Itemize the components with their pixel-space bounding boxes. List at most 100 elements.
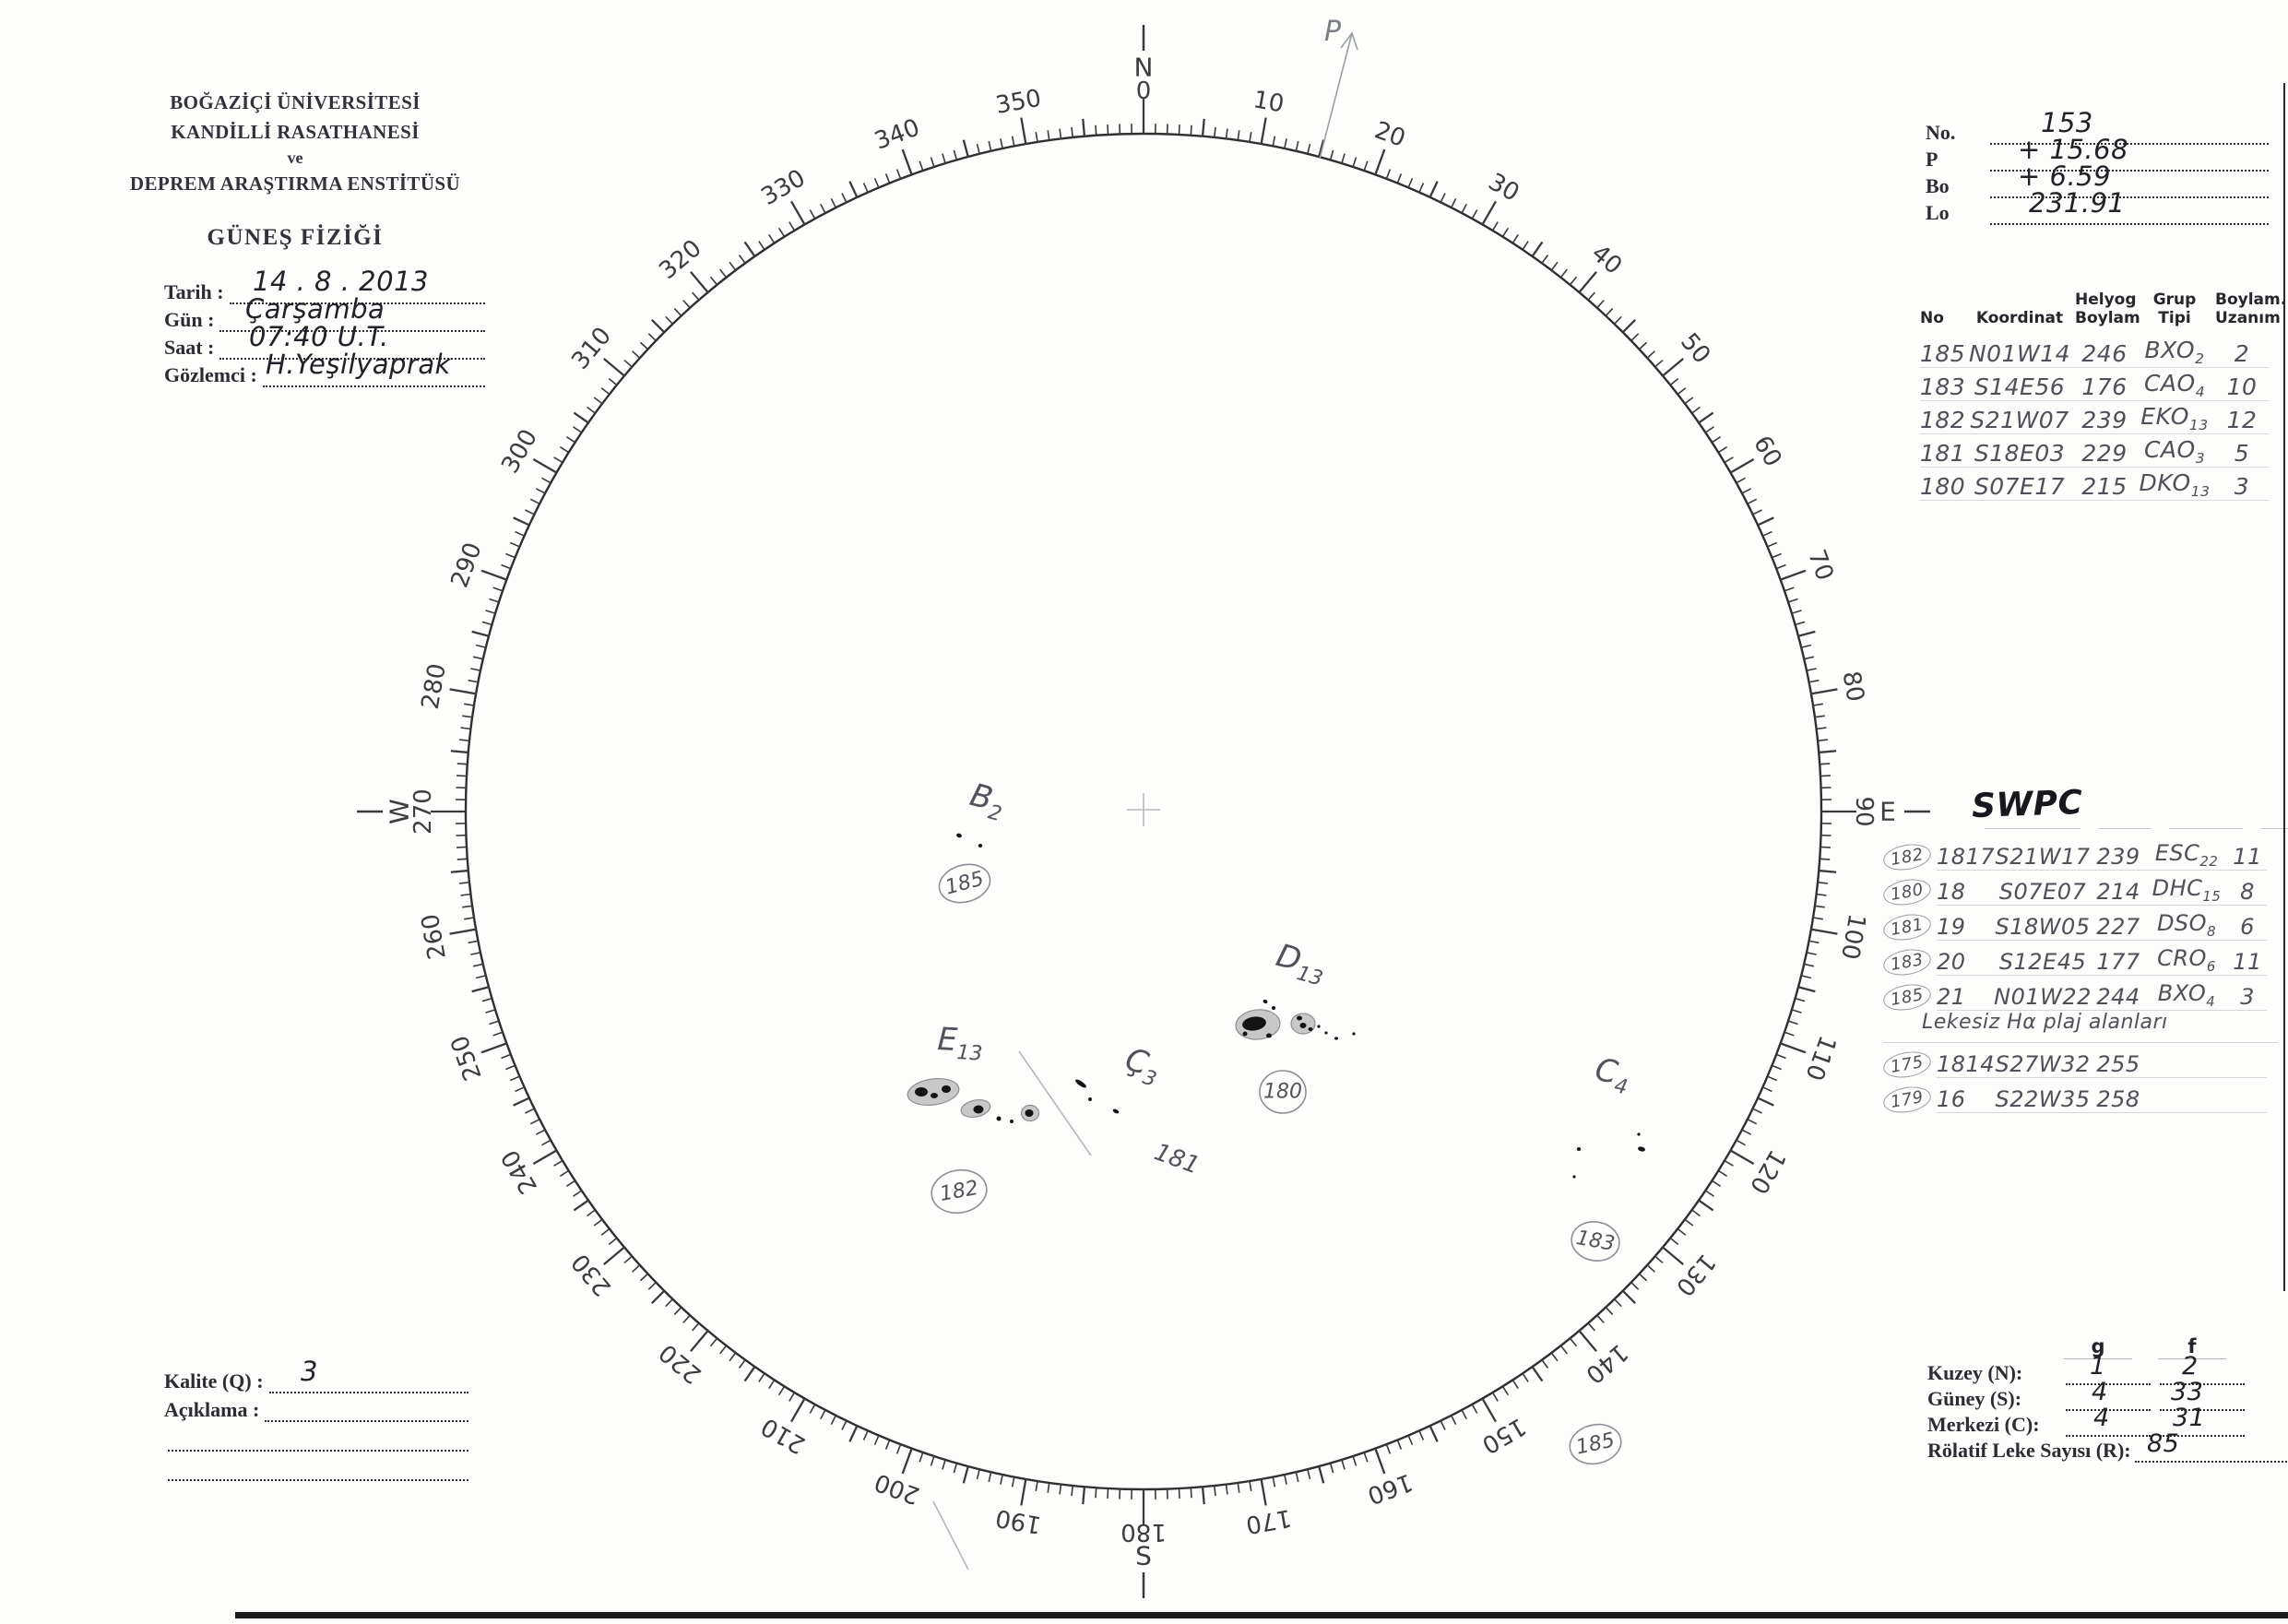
- cell-grup-tipi: BXO2: [2134, 337, 2215, 369]
- degree-label: 170: [1244, 1503, 1294, 1538]
- degree-label: 0: [1136, 77, 1152, 105]
- institution-line: DEPREM ARAŞTIRMA ENSTİTÜSÜ: [129, 172, 461, 196]
- degree-label: 60: [1748, 432, 1787, 472]
- field-value-lo: 231.91: [2029, 187, 2126, 219]
- count-s-g: 4: [2092, 1378, 2108, 1406]
- group-number-badge: 183: [1881, 945, 1933, 979]
- sunspot-group-183: C4 183: [1571, 1051, 1645, 1262]
- underline: [2099, 828, 2151, 829]
- cell-grup-tipi: [2145, 1077, 2228, 1078]
- f-column-header: f: [2158, 1335, 2226, 1359]
- swpc-note: Lekesiz Hα plaj alanları: [1883, 1011, 2278, 1043]
- group-class-label: Ç3: [1119, 1041, 1165, 1092]
- dotted-line: [2160, 1409, 2245, 1437]
- spacer: [1927, 1335, 2064, 1359]
- field-label: Saat :: [164, 336, 215, 359]
- swpc-row: 175 1814 S27W32 255: [1881, 1043, 2278, 1082]
- pencil-line: [1018, 1050, 1092, 1156]
- cell-koordinat: S18E03: [1964, 440, 2075, 468]
- field-value-no: 153: [2041, 107, 2093, 138]
- degree-label: 300: [496, 425, 543, 479]
- degree-label: 210: [757, 1412, 811, 1459]
- group-number-label: 181: [1151, 1138, 1203, 1179]
- count-r-value: 85: [2147, 1429, 2180, 1458]
- group-table-body: 185 N01W14 246 BXO2 2 183 S14E56 176 CAO4 10 182 S2…: [1920, 335, 2272, 502]
- cell-boylam: 176: [2075, 373, 2134, 402]
- field-tarih: Tarih : 14 . 8 . 2013: [164, 266, 485, 304]
- swpc-row: 182 1817 S21W17 239 ESC22 11: [1881, 836, 2278, 874]
- cell-no: 180: [1920, 473, 1966, 502]
- field-label: No.: [1926, 121, 1956, 144]
- column-header: Boylam. Uzanım: [2215, 290, 2287, 327]
- dotted-line: [1990, 143, 2269, 172]
- g-column-header: g: [2064, 1335, 2132, 1359]
- cell-koordinat: S27W32: [1994, 1051, 2092, 1078]
- form-title: GÜNEŞ FİZİĞİ: [207, 224, 384, 250]
- cell-uzanim: 11: [2228, 844, 2267, 871]
- p-angle-arrow: P: [1319, 16, 1358, 160]
- cell-grup-tipi: CRO6: [2145, 945, 2228, 976]
- degree-label: 180: [1120, 1518, 1167, 1546]
- degree-label: 220: [654, 1338, 706, 1389]
- field-label: P: [1926, 148, 1938, 171]
- degree-label: 200: [871, 1467, 923, 1509]
- badge-cell: 179: [1881, 1083, 1937, 1117]
- quality-block: Kalite (Q) : 3 Açıklama :: [164, 1356, 468, 1481]
- degree-label: 240: [496, 1145, 543, 1199]
- cell-boylam: 229: [2075, 440, 2134, 468]
- cell-koordinat: S18W05: [1994, 914, 2092, 941]
- cell-uzanim: 3: [2228, 984, 2267, 1011]
- field-value-kalite: 3: [301, 1356, 318, 1387]
- field-label: Gözlemci :: [164, 363, 257, 386]
- field-label: Lo: [1926, 201, 1950, 224]
- badge-cell: 181: [1881, 910, 1937, 944]
- underline: [1985, 828, 2081, 829]
- cell-grup-tipi: DSO8: [2145, 910, 2228, 941]
- swpc-row: 185 21 N01W22 244 BXO4 3: [1881, 976, 2278, 1014]
- dotted-line: [2066, 1357, 2151, 1385]
- degree-label: 30: [1484, 168, 1524, 207]
- group-class-label: B2: [965, 776, 1009, 826]
- cell-no: 185: [1920, 340, 1966, 369]
- dotted-line: [2160, 1383, 2245, 1411]
- cell-no: 183: [1920, 373, 1966, 402]
- cell-noaa: 21: [1937, 984, 1994, 1011]
- badge-cell: 175: [1881, 1048, 1937, 1082]
- count-label: Rölatif Leke Sayısı (R):: [1927, 1439, 2131, 1462]
- cell-uzanim: 11: [2228, 949, 2267, 976]
- field-aciklama: Açıklama :: [164, 1393, 468, 1422]
- dotted-line: [1990, 170, 2269, 198]
- cell-boylam: 177: [2092, 949, 2145, 976]
- badge-cell: 182: [1881, 840, 1937, 874]
- ephemeris-block: No. 153 P + 15.68 Bo + 6.59 Lo 231.91: [1926, 107, 2269, 225]
- group-number-badge: 180: [1881, 875, 1933, 909]
- cell-noaa: 18: [1937, 879, 1994, 906]
- swpc-title: SWPC: [1971, 783, 2084, 826]
- cell-grup-tipi: [2145, 1112, 2228, 1113]
- cell-boylam: 255: [2092, 1051, 2145, 1078]
- field-value-gozlemci: H.Yeşilyaprak: [266, 349, 451, 380]
- cell-boylam: 239: [2092, 844, 2145, 871]
- degree-label: 80: [1836, 669, 1868, 704]
- field-label: Tarih :: [164, 280, 224, 303]
- field-saat: Saat : 07:40 U.T.: [164, 321, 485, 360]
- group-number-badge: 180: [1259, 1070, 1307, 1114]
- cell-uzanim: [2228, 1077, 2267, 1078]
- sunspot-group-181: Ç3 181: [1075, 1041, 1203, 1180]
- sunspot-group-182: E13 182: [907, 1021, 1040, 1215]
- cell-grup-tipi: ESC22: [2145, 840, 2228, 871]
- swpc-row: 179 16 S22W35 258: [1881, 1078, 2278, 1117]
- degree-label: 230: [566, 1248, 617, 1300]
- cell-boylam: 227: [2092, 914, 2145, 941]
- cell-noaa: 1814: [1937, 1051, 1996, 1078]
- field-value-saat: 07:40 U.T.: [249, 321, 389, 352]
- degree-label: 160: [1364, 1467, 1417, 1509]
- group-table-row: 181 S18E03 229 CAO3 5: [1920, 434, 2272, 468]
- cell-boylam: 239: [2075, 407, 2134, 435]
- field-label: Gün :: [164, 308, 215, 331]
- group-table-row: 185 N01W14 246 BXO2 2: [1920, 335, 2272, 369]
- field-value-gun: Çarşamba: [245, 293, 385, 325]
- swpc-title-underlines: [1985, 828, 2288, 829]
- cell-grup-tipi: DHC15: [2145, 875, 2228, 906]
